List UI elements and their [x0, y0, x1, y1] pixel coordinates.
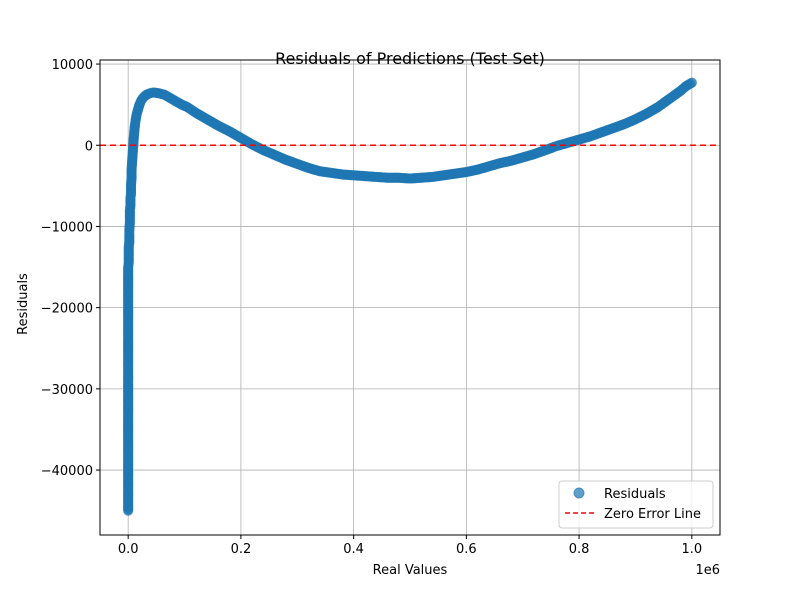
- scatter-point: [687, 78, 696, 87]
- x-tick-label: 0.0: [118, 542, 139, 557]
- legend: Residuals Zero Error Line: [559, 481, 713, 528]
- x-axis-offset-label: 1e6: [695, 563, 720, 578]
- y-axis-label: Residuals: [16, 273, 31, 335]
- legend-residuals-marker: [574, 488, 584, 498]
- x-tick-label: 0.6: [456, 542, 477, 557]
- y-tick-label: 10000: [52, 58, 93, 73]
- y-tick-label: 0: [85, 139, 93, 154]
- x-tick-label: 0.2: [231, 542, 252, 557]
- y-tick-label: −40000: [41, 464, 93, 479]
- y-tick-label: −10000: [41, 220, 93, 235]
- legend-residuals-label: Residuals: [604, 487, 666, 502]
- x-tick-label: 0.4: [343, 542, 364, 557]
- x-tick-label: 1.0: [681, 542, 702, 557]
- y-tick-label: −30000: [41, 383, 93, 398]
- legend-zero-line-label: Zero Error Line: [604, 507, 701, 522]
- plot-area: [100, 60, 720, 535]
- chart-title: Residuals of Predictions (Test Set): [275, 49, 545, 68]
- x-tick-label: 0.8: [569, 542, 590, 557]
- x-axis-label: Real Values: [373, 563, 448, 578]
- y-tick-label: −20000: [41, 302, 93, 317]
